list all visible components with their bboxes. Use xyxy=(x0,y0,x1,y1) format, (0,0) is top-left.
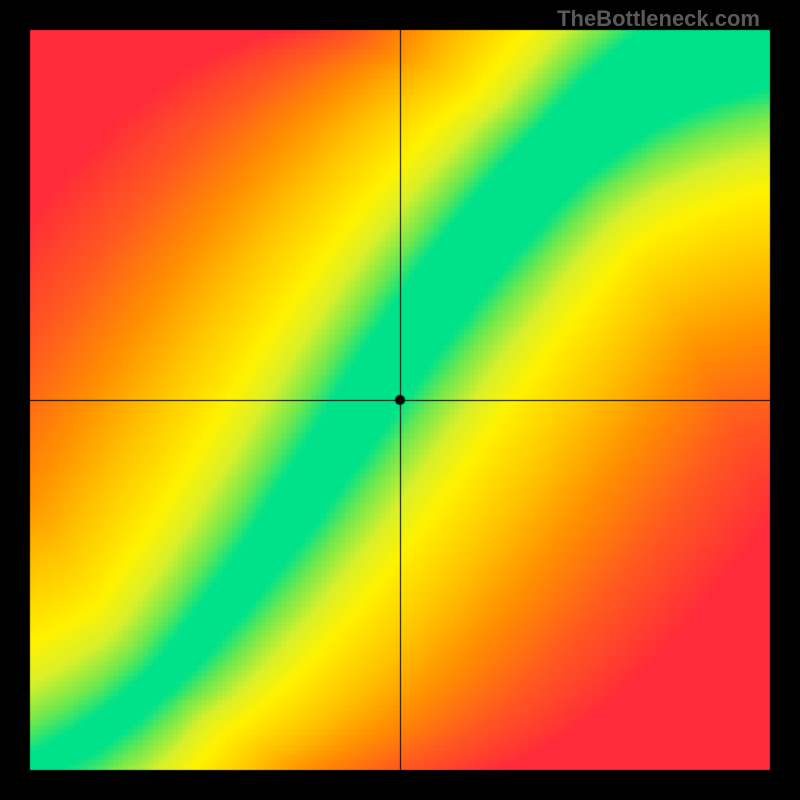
bottleneck-heatmap xyxy=(0,0,800,800)
chart-container: TheBottleneck.com xyxy=(0,0,800,800)
watermark-text: TheBottleneck.com xyxy=(557,6,760,32)
